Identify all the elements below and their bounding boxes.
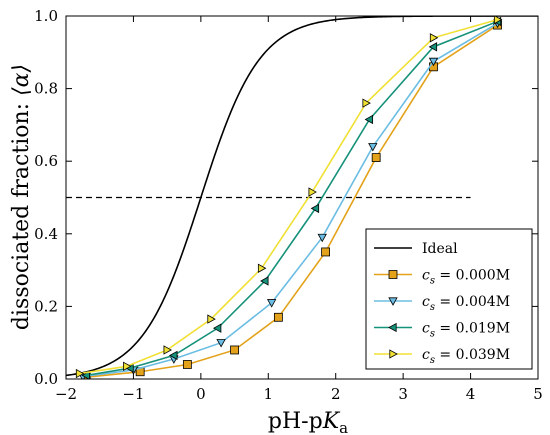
- y-axis-label-symbol: ⟨α⟩: [9, 64, 34, 96]
- series-point: [257, 263, 267, 273]
- legend-var: c: [422, 268, 430, 284]
- legend-series-label: cs = 0.039M: [422, 347, 510, 366]
- y-tick-label: 0.4: [34, 225, 58, 243]
- series-point: [364, 114, 374, 125]
- legend-series-marker: [388, 297, 398, 306]
- legend-series-marker: [389, 349, 398, 359]
- y-tick-label: 0.8: [34, 80, 58, 98]
- series-point: [212, 323, 222, 333]
- series-point: [308, 187, 317, 197]
- series-0: [81, 20, 502, 379]
- series-point: [182, 360, 192, 369]
- series-point: [310, 203, 320, 214]
- legend-series-label: cs = 0.000M: [422, 268, 510, 287]
- x-tick-label: 3: [398, 385, 408, 403]
- legend-sub: s: [430, 355, 435, 366]
- series-point: [371, 153, 381, 162]
- series-point: [266, 299, 277, 308]
- series-point: [428, 57, 439, 67]
- series-point: [163, 345, 172, 355]
- legend-sub: s: [430, 302, 435, 313]
- legend-sub: s: [430, 329, 435, 340]
- legend-series-marker: [388, 270, 398, 279]
- x-tick-label: 0: [196, 385, 206, 403]
- legend-value: = 0.000M: [435, 268, 510, 284]
- series-point: [75, 368, 85, 379]
- legend-value: = 0.019M: [435, 321, 510, 337]
- legend-ideal-label: Ideal: [422, 241, 458, 257]
- x-axis-label: pH-pKa: [268, 409, 348, 435]
- series-point: [493, 16, 503, 25]
- legend-var: c: [422, 347, 430, 363]
- series-point: [317, 233, 327, 243]
- series-point: [362, 98, 371, 108]
- x-axis-label-sub: a: [339, 419, 348, 435]
- series-point: [428, 42, 438, 52]
- series-point: [216, 339, 226, 348]
- y-axis-label: dissociated fraction: ⟨α⟩: [9, 64, 34, 330]
- x-axis-label-var: K: [322, 409, 341, 434]
- y-tick-label: 0.6: [34, 152, 58, 170]
- x-axis-label-main: pH-p: [268, 409, 323, 434]
- y-axis-label-text: dissociated fraction:: [9, 96, 34, 330]
- legend-sub: s: [430, 276, 435, 287]
- series-point: [321, 247, 331, 257]
- y-tick-label: 0.2: [34, 297, 58, 315]
- x-tick-label: 1: [264, 385, 274, 403]
- legend-series-label: cs = 0.004M: [422, 294, 510, 313]
- legend-series-label: cs = 0.019M: [422, 321, 510, 340]
- series-point: [429, 33, 439, 43]
- x-tick-label: −1: [122, 385, 144, 403]
- x-tick-label: 5: [533, 385, 543, 403]
- legend-value: = 0.039M: [435, 347, 510, 363]
- series-point: [207, 314, 216, 324]
- axis-ticks: −2 −1 0 1 2 3 4 5 0.0 0.2 0.4 0.6 0.8 1.0: [34, 7, 543, 403]
- series-point: [169, 350, 178, 361]
- plot-frame: [65, 15, 539, 380]
- legend-series-marker: [388, 322, 397, 333]
- y-tick-label: 0.0: [34, 370, 58, 388]
- x-tick-label: 4: [466, 385, 476, 403]
- series-point: [368, 143, 378, 152]
- x-tick-label: 2: [331, 385, 341, 403]
- legend-var: c: [422, 321, 430, 337]
- series-3: [75, 16, 503, 379]
- x-tick-label: −2: [55, 385, 77, 403]
- series-point: [273, 312, 283, 322]
- series-point: [230, 345, 239, 355]
- legend-var: c: [422, 294, 430, 310]
- legend-value: = 0.004M: [435, 294, 510, 310]
- series-2: [81, 16, 502, 379]
- series-point: [260, 276, 269, 286]
- y-tick-label: 1.0: [34, 7, 58, 25]
- series-point: [123, 361, 132, 371]
